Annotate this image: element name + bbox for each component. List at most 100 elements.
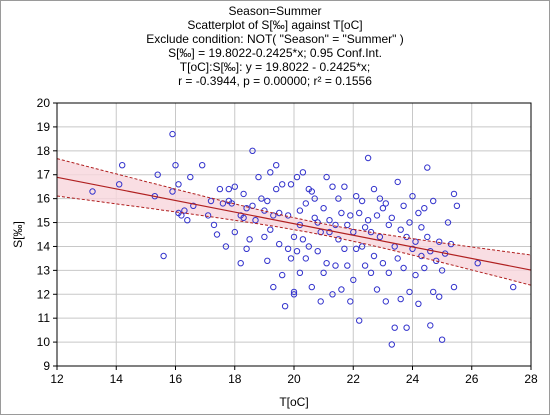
data-point [231,183,239,190]
data-point [329,291,336,298]
data-point [438,336,446,343]
data-point [427,322,434,329]
x-tick-label: 16 [169,372,183,386]
title-scatterplot: Scatterplot of S[‰] against T[oC] [187,18,363,32]
data-point [305,243,312,250]
upper-confidence-line [56,158,532,256]
data-point [367,269,375,276]
data-point [385,221,392,229]
data-point [326,228,333,236]
data-point [361,224,369,231]
data-point [204,212,212,219]
data-point [89,188,96,195]
data-point [290,291,298,298]
data-point [329,183,336,190]
data-point [246,236,253,243]
data-point [436,293,443,300]
y-tick-label: 18 [37,144,51,158]
data-point [344,262,351,269]
data-point [344,221,351,229]
data-point [382,298,389,305]
data-point [415,300,422,307]
data-point [409,245,416,253]
data-point [320,205,327,212]
data-point [418,224,425,231]
data-point [350,276,357,284]
data-point [116,181,123,188]
data-point [323,260,330,267]
data-point [406,288,413,296]
data-point [181,207,188,214]
y-tick-label: 9 [43,359,50,373]
data-point [403,324,410,331]
data-point [394,255,401,262]
data-point [367,228,375,236]
data-point [222,243,230,250]
data-point [436,238,443,245]
x-axis-label: T[oC] [279,395,308,409]
x-tick-label: 20 [287,372,301,386]
subtitle-statistics: r = -0.3944, p = 0.00000; r² = 0.1556 [178,74,372,88]
data-point [373,212,381,219]
data-point [258,195,265,202]
data-point [394,178,401,186]
data-point [240,214,247,222]
data-point [290,288,298,296]
data-point [418,252,425,260]
data-point [397,226,404,233]
data-point [314,248,321,255]
confidence-band-layer [57,158,531,286]
y-tick-label: 10 [37,335,51,349]
data-point [424,233,431,241]
regression-line [56,176,532,271]
x-tick-label: 22 [347,372,361,386]
y-tick-label: 20 [37,96,51,110]
data-point [279,181,286,188]
data-point [308,283,315,291]
subtitle-exclude: Exclude condition: NOT( "Season" = "Summ… [146,32,404,46]
data-point [450,283,458,291]
data-point [299,236,307,243]
data-point [347,212,354,219]
y-tick-label: 12 [37,287,51,301]
data-point [353,193,360,200]
data-point [169,130,176,138]
data-point [364,217,372,224]
data-point [243,245,250,253]
data-point [290,233,298,241]
tick-labels: 12 14 16 18 20 22 24 26 28 9 10 11 12 13 14 15 16 17 18 19 2… [37,96,538,386]
data-point [430,288,437,296]
data-point [302,200,309,207]
data-point [450,190,458,198]
data-point [332,221,339,229]
data-point [296,269,304,276]
data-point [154,171,161,178]
data-point [397,295,404,303]
data-point [409,193,416,200]
data-point [119,162,126,169]
data-point [160,252,167,260]
data-point [347,298,354,305]
data-point [270,283,277,291]
data-point [335,195,342,202]
data-point [391,324,398,331]
data-point [376,233,384,241]
data-point [364,154,372,162]
data-point [231,228,239,236]
data-point [199,162,206,169]
x-tick-label: 28 [524,372,538,386]
data-point [287,255,295,262]
data-point [421,264,428,272]
data-point [228,200,236,207]
data-point [338,209,345,217]
data-point [373,286,381,293]
data-point [213,231,221,238]
data-point [293,248,301,255]
y-axis-label: S[‰] [11,221,25,248]
points-layer [89,130,517,348]
data-point [358,197,366,205]
data-point [207,197,215,205]
y-tick-label: 13 [37,263,51,277]
data-point [430,197,437,205]
